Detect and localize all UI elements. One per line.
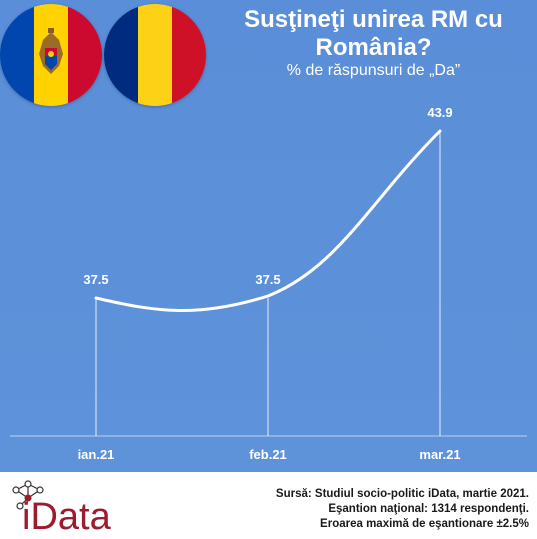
data-label: 37.5 bbox=[255, 272, 280, 287]
sample-note: Eşantion naţional: 1314 respondenţi. bbox=[328, 503, 529, 515]
footer-notes: Sursă: Studiul socio-politic iData, mart… bbox=[276, 487, 529, 532]
moldova-coat-of-arms-icon bbox=[39, 28, 63, 74]
chart-subtitle: % de răspunsuri de „Da” bbox=[286, 62, 461, 79]
idata-logo: iData bbox=[8, 474, 148, 538]
x-tick-label: feb.21 bbox=[249, 447, 287, 462]
chart-title: Susţineţi unirea RM cu România? bbox=[244, 6, 503, 61]
network-nodes-icon bbox=[12, 480, 44, 510]
x-tick-label: mar.21 bbox=[419, 447, 460, 462]
romania-flag-icon bbox=[104, 4, 206, 106]
source-note: Sursă: Studiul socio-politic iData, mart… bbox=[275, 488, 529, 500]
data-label: 37.5 bbox=[83, 272, 108, 287]
series-line bbox=[94, 129, 442, 312]
data-label: 43.9 bbox=[427, 105, 452, 120]
margin-note: Eroarea maximă de eşantionare ±2.5% bbox=[320, 518, 529, 530]
line-chart: 37.5 37.5 43.9 ian.21 feb.21 mar.21 bbox=[10, 105, 527, 462]
x-tick-label: ian.21 bbox=[78, 447, 115, 462]
logo-wordmark: iData bbox=[22, 496, 111, 538]
